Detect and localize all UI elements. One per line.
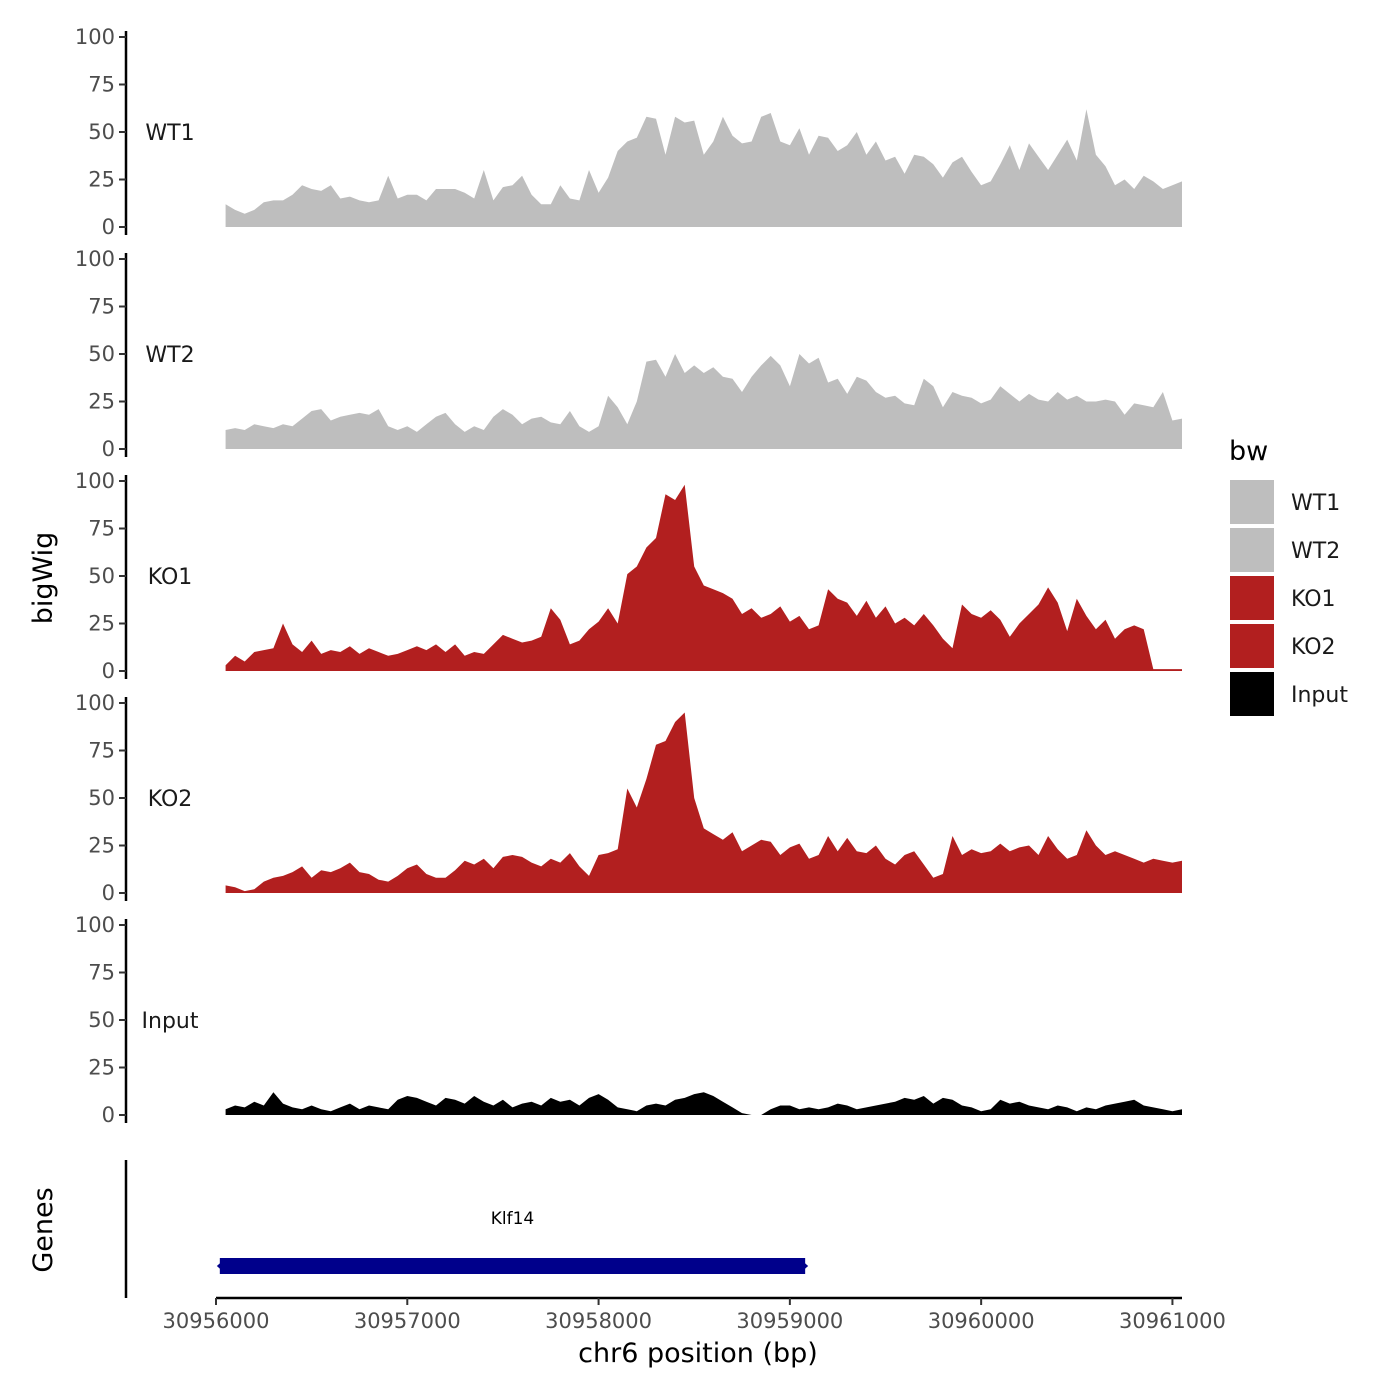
legend: bw WT1 WT2 KO1 KO2 Input xyxy=(1229,436,1348,716)
genes-panel-title: Genes xyxy=(28,1187,59,1272)
y-tick-label: 0 xyxy=(102,881,115,905)
y-tick-label: 25 xyxy=(88,168,115,192)
y-tick-label: 0 xyxy=(102,215,115,239)
gene-label: Klf14 xyxy=(491,1209,535,1229)
gene-end-marker xyxy=(216,1259,225,1273)
gene-panel: Klf14 xyxy=(124,1160,809,1298)
gene-end-marker xyxy=(800,1259,809,1273)
y-tick-label: 50 xyxy=(88,342,115,366)
y-tick-label: 25 xyxy=(88,834,115,858)
track-label: KO2 xyxy=(148,787,193,812)
track-label: Input xyxy=(142,1009,199,1034)
track-input: 0 25 50 75 100 Input xyxy=(75,913,1183,1127)
y-tick-label: 25 xyxy=(88,390,115,414)
gene-body-klf14 xyxy=(219,1258,806,1274)
y-tick-label: 75 xyxy=(88,73,115,97)
y-tick-label: 75 xyxy=(88,295,115,319)
legend-swatch-wt1 xyxy=(1230,480,1274,524)
y-tick-label: 75 xyxy=(88,961,115,985)
track-ko1: 0 25 50 75 100 KO1 xyxy=(75,469,1183,683)
tracks-layer: 0255075100WT10255075100WT20255075100KO10… xyxy=(75,25,1183,1127)
x-axis: 30956000 30957000 30958000 30959000 30960000… xyxy=(163,1296,1226,1333)
y-tick-label: 0 xyxy=(102,437,115,461)
legend-label-ko1: KO1 xyxy=(1291,587,1336,612)
legend-swatch-input xyxy=(1230,672,1274,716)
y-tick-label: 100 xyxy=(75,913,115,937)
y-tick-label: 50 xyxy=(88,1008,115,1032)
x-axis-title: chr6 position (bp) xyxy=(578,1338,818,1369)
y-axis-title: bigWig xyxy=(28,532,59,625)
x-tick-label: 30960000 xyxy=(928,1309,1035,1333)
legend-title: bw xyxy=(1229,436,1268,467)
legend-label-input: Input xyxy=(1291,683,1348,708)
track-ko2: 0 25 50 75 100 KO2 xyxy=(75,691,1183,905)
area-input xyxy=(225,1092,1183,1115)
area-wt1 xyxy=(225,109,1183,227)
y-tick-label: 75 xyxy=(88,739,115,763)
legend-label-ko2: KO2 xyxy=(1291,635,1336,660)
y-tick-label: 100 xyxy=(75,691,115,715)
y-tick-label: 0 xyxy=(102,659,115,683)
y-tick-label: 75 xyxy=(88,517,115,541)
track-label: WT2 xyxy=(145,343,194,368)
track-label: WT1 xyxy=(145,121,194,146)
y-tick-label: 25 xyxy=(88,612,115,636)
legend-label-wt2: WT2 xyxy=(1291,539,1340,564)
y-tick-label: 100 xyxy=(75,247,115,271)
x-tick-label: 30959000 xyxy=(736,1309,843,1333)
y-tick-label: 100 xyxy=(75,25,115,49)
y-tick-label: 50 xyxy=(88,120,115,144)
y-tick-label: 50 xyxy=(88,564,115,588)
x-tick-label: 30956000 xyxy=(163,1309,270,1333)
y-tick-label: 50 xyxy=(88,786,115,810)
y-tick-label: 0 xyxy=(102,1103,115,1127)
area-wt2 xyxy=(225,354,1183,449)
track-wt1: 0 25 50 75 100 WT1 xyxy=(75,25,1183,239)
legend-label-wt1: WT1 xyxy=(1291,491,1340,516)
x-tick-label: 30961000 xyxy=(1119,1309,1226,1333)
area-ko1 xyxy=(225,484,1183,671)
legend-swatch-ko1 xyxy=(1230,576,1274,620)
legend-swatch-ko2 xyxy=(1230,624,1274,668)
track-label: KO1 xyxy=(148,565,193,590)
y-tick-label: 25 xyxy=(88,1056,115,1080)
track-wt2: 0 25 50 75 100 WT2 xyxy=(75,247,1183,461)
area-ko2 xyxy=(225,712,1183,893)
y-tick-label: 100 xyxy=(75,469,115,493)
legend-swatch-wt2 xyxy=(1230,528,1274,572)
x-tick-label: 30958000 xyxy=(545,1309,652,1333)
x-tick-label: 30957000 xyxy=(354,1309,461,1333)
